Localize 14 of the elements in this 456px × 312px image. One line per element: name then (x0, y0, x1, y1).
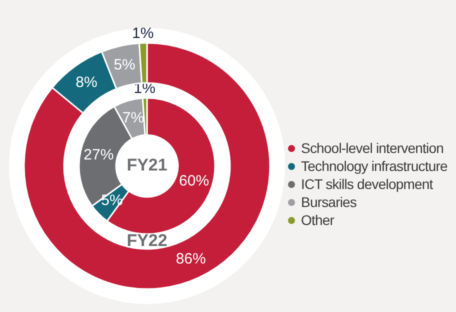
legend-label: School-level intervention (301, 140, 444, 157)
data-label: 7% (122, 110, 144, 127)
data-label: 86% (176, 250, 206, 268)
slice-label: FY21 (126, 156, 168, 175)
data-label: 1% (132, 25, 154, 42)
data-label: 5% (114, 56, 136, 74)
legend-label: Other (301, 212, 334, 229)
legend-label: Technology infrastructure (301, 158, 448, 175)
data-label: 8% (76, 74, 98, 91)
legend-label: ICT skills development (301, 176, 433, 193)
data-label: 60% (179, 172, 210, 190)
data-label: 27% (84, 146, 114, 164)
legend-label: Bursaries (301, 194, 357, 211)
slice-label: FY22 (126, 231, 168, 250)
